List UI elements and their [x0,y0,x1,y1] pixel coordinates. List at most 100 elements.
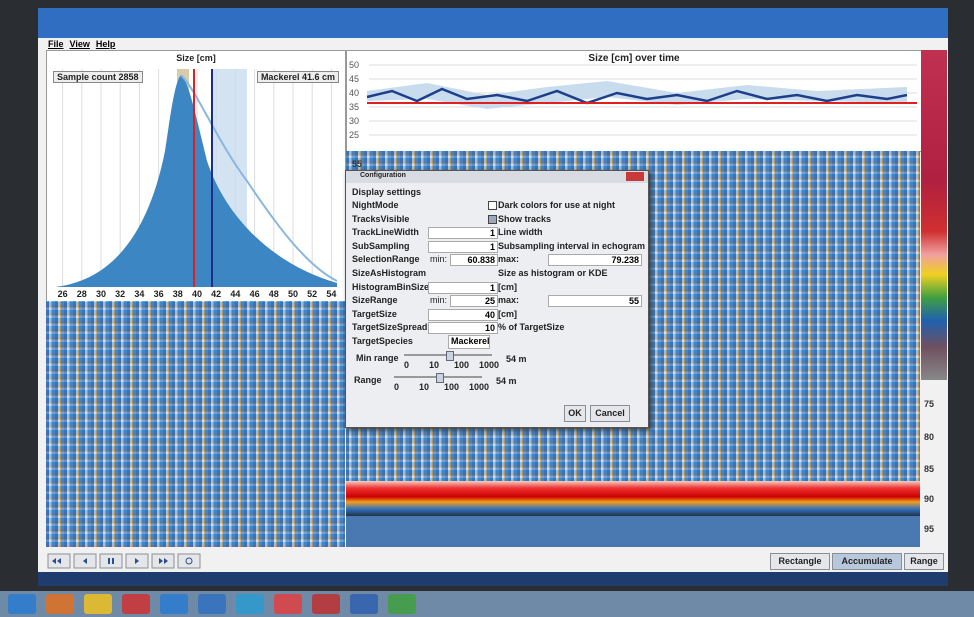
color-scale [921,50,947,380]
slider-thumb[interactable] [446,351,454,361]
dialog-title: Configuration [360,172,406,179]
inner-taskbar [38,572,948,586]
species-label: Mackerel 41.6 cm [256,71,339,83]
pause-button[interactable] [99,553,123,569]
menu-item[interactable]: Help [95,39,116,49]
x-tick-label: 32 [115,289,126,299]
setting-name: TracksVisible [352,213,410,224]
setting-name: SubSampling [352,240,410,251]
taskbar-icon[interactable] [388,594,416,614]
icon [112,558,114,564]
taskbar-icons [8,594,448,614]
setting-row: TargetSize 40 [cm] [346,308,648,321]
slider: Range 0 10 100 1000 54 m [346,373,648,395]
x-tick-label: 46 [249,289,260,299]
max-field[interactable]: 79.238 [548,254,642,267]
x-tick-label: 36 [153,289,164,299]
mode-button[interactable]: Accumulate [832,553,902,570]
taskbar-icon[interactable] [236,594,264,614]
taskbar-icon[interactable] [8,594,36,614]
icon [83,558,87,564]
setting-row: SubSampling 1 Subsampling interval in echo… [346,240,648,253]
size-band [367,81,907,109]
x-tick-label: 52 [307,289,318,299]
dropdown[interactable]: Mackerel [448,335,490,349]
x-tick-label: 54 [326,289,337,299]
value-field[interactable]: 1 [428,281,498,294]
setting-row: SizeRange min: 25 max: 55 [346,294,648,308]
x-axis: 26 28 30 32 34 36 38 40 42 44 46 48 50 52 54 [47,289,345,299]
setting-description: Show tracks [498,213,552,224]
x-tick-label: 34 [134,289,145,299]
taskbar-icon[interactable] [160,594,188,614]
dialog-title-bar [346,171,648,183]
value-field[interactable]: 25 [450,295,498,308]
value-field[interactable]: 60.838 [450,254,498,267]
value-field[interactable]: 1 [428,240,498,253]
value-field[interactable]: 40 [428,308,498,321]
slider-thumb[interactable] [436,373,444,383]
mode-buttons: Rectangle Accumulate Range [770,553,970,571]
value-field[interactable]: 10 [428,322,498,335]
kde-curve [180,74,338,282]
icon [159,558,168,564]
taskbar-icon[interactable] [350,594,378,614]
setting-row: TargetSizeSpread 10% of TargetSize [346,321,648,335]
setting-name: SizeAsHistogram [352,268,427,278]
checkbox[interactable] [488,214,497,224]
y-axis: 50 45 40 35 30 25 [349,51,369,151]
taskbar-icon[interactable] [84,594,112,614]
menu-item[interactable]: File [48,39,64,49]
slider-label: Range [354,375,382,385]
menu-item[interactable]: View [69,39,90,49]
taskbar-icon[interactable] [312,594,340,614]
dialog-button[interactable]: Cancel [590,405,630,422]
setting-row: SizeAsHistogram Size as histogram or KDE [346,267,648,280]
setting-name: TargetSizeSpread [352,322,428,333]
close-button[interactable] [626,172,644,181]
icon [108,558,110,564]
setting-row: TracksVisible Show tracks [346,213,648,226]
reset-button[interactable] [177,553,201,569]
setting-name: NightMode [352,200,399,210]
y-tick-label: 50 [349,60,360,70]
setting-description: [cm] [498,281,518,292]
depth-axis: 55 75 80 85 90 95 [346,151,946,547]
x-tick-label: 40 [191,289,202,299]
icon [135,558,139,564]
slider-tick: 100 [454,360,470,370]
setting-row: HistogramBinSize 1 [cm] [346,281,648,294]
setting-description: [cm] [498,308,518,319]
section-header: Display settings [352,187,422,197]
min-label: min: [430,254,448,265]
setting-name: SelectionRange [352,254,420,265]
slider-tick: 100 [444,382,460,392]
value-field[interactable]: 1 [428,227,498,240]
echogram-left [46,301,345,547]
mode-button[interactable]: Rectangle [770,553,830,570]
x-tick-label: 30 [95,289,106,299]
y-tick-label: 35 [349,102,360,112]
setting-description: Subsampling interval in echogram [498,240,646,251]
mode-button[interactable]: Range [904,553,944,570]
time-plot [366,64,917,136]
slider-tick: 10 [429,360,440,370]
setting-description: Size as histogram or KDE [498,268,608,278]
depth-tick-label: 90 [924,494,935,504]
depth-tick-label: 95 [924,524,935,534]
sample-count: Sample count 2858 [53,71,143,83]
taskbar-icon[interactable] [274,594,302,614]
depth-tick-label: 80 [924,432,935,442]
x-tick-label: 38 [172,289,183,299]
max-field[interactable]: 55 [548,295,642,308]
setting-row: NightMode Dark colors for use at night [346,199,648,212]
x-tick-label: 42 [211,289,222,299]
taskbar-icon[interactable] [46,594,74,614]
taskbar-icon[interactable] [122,594,150,614]
taskbar-icon[interactable] [198,594,226,614]
y-tick-label: 30 [349,116,360,126]
slider-tick: 10 [419,382,430,392]
dialog-button[interactable]: OK [564,405,586,422]
checkbox[interactable] [488,201,497,210]
